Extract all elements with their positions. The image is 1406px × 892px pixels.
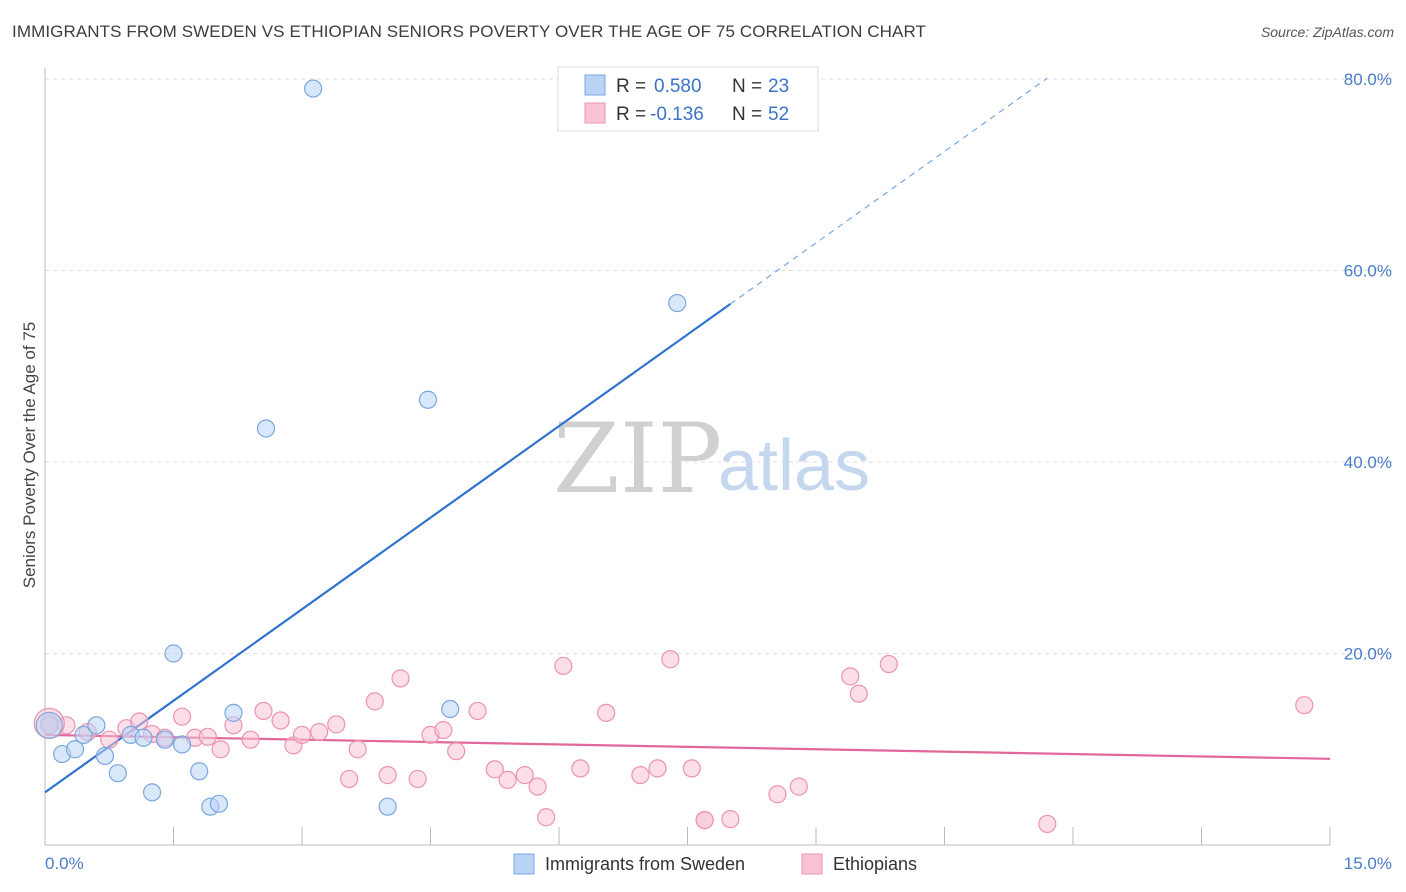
- ethiopians-point-34: [537, 808, 556, 827]
- ethiopians-point-22: [365, 692, 384, 711]
- ethiopians-point-36: [571, 759, 590, 778]
- sweden-point-10: [155, 730, 175, 749]
- ethiopians-point-49: [879, 654, 898, 674]
- ethiopians-point-21: [348, 740, 367, 759]
- sweden-point-15: [209, 794, 229, 813]
- ethiopians-point-15: [271, 711, 290, 730]
- ethiopians-point-18: [310, 722, 329, 742]
- ethiopians-point-33: [528, 777, 547, 796]
- series-legend-sweden: Immigrants from Sweden: [545, 854, 745, 874]
- y-tick-label: 80.0%: [1344, 70, 1392, 89]
- ethiopians-point-35: [554, 656, 573, 676]
- sweden-trend-line: [44, 303, 731, 794]
- ethiopians-point-27: [434, 720, 453, 740]
- ethiopians-point-50: [1038, 814, 1057, 834]
- ethiopians-point-3: [100, 730, 119, 749]
- legend-r-value-1: 0.580: [654, 76, 702, 97]
- sweden-point-20: [418, 390, 438, 409]
- ethiopians-point-13: [241, 730, 260, 749]
- ethiopians-point-11: [211, 740, 230, 759]
- ethiopians-trend-line: [44, 733, 1331, 760]
- data-points: [33, 79, 1314, 834]
- legend-r-label-1: R =: [616, 76, 646, 97]
- y-tick-labels: 20.0% 40.0% 60.0% 80.0%: [1344, 70, 1392, 664]
- legend-n-value-1: 23: [768, 76, 789, 97]
- ethiopians-point-45: [768, 785, 787, 804]
- ethiopians-point-47: [841, 667, 860, 686]
- ethiopians-point-23: [378, 766, 397, 785]
- series-legend: Immigrants from Sweden Ethiopians: [513, 853, 917, 875]
- ethiopians-point-37: [597, 703, 616, 722]
- ethiopians-point-39: [648, 759, 667, 778]
- ethiopians-point-29: [468, 701, 487, 721]
- sweden-point-12: [172, 735, 192, 754]
- legend-swatch-ethiopians: [584, 102, 606, 124]
- sweden-point-4: [87, 716, 106, 735]
- legend-n-label-1: N =: [732, 76, 762, 97]
- sweden-point-17: [256, 419, 276, 438]
- legend-swatch-sweden: [584, 74, 606, 96]
- ethiopians-point-24: [391, 669, 410, 688]
- ethiopians-point-51: [1295, 696, 1314, 715]
- ethiopians-point-30: [485, 760, 504, 779]
- sweden-point-19: [378, 797, 397, 816]
- y-tick-label: 20.0%: [1344, 645, 1392, 664]
- ethiopians-point-44: [721, 810, 740, 829]
- source-credit: Source: ZipAtlas.com: [1260, 24, 1394, 40]
- series-legend-ethiopians: Ethiopians: [833, 854, 917, 874]
- y-tick-label: 60.0%: [1344, 262, 1392, 281]
- x-tick-labels: 0.0% 15.0%: [45, 854, 1392, 873]
- ethiopians-point-8: [172, 707, 192, 726]
- ethiopians-point-40: [661, 650, 680, 669]
- sweden-point-6: [108, 764, 127, 783]
- series-legend-swatch-sweden: [513, 853, 535, 875]
- x-tick-label-max: 15.0%: [1344, 854, 1392, 873]
- chart-title: IMMIGRANTS FROM SWEDEN VS ETHIOPIAN SENI…: [12, 22, 927, 41]
- y-axis-label: Seniors Poverty Over the Age of 75: [20, 322, 39, 588]
- sweden-point-3: [74, 725, 93, 744]
- y-tick-label: 40.0%: [1344, 453, 1392, 472]
- ethiopians-point-46: [789, 777, 808, 796]
- sweden-point-18: [304, 79, 323, 98]
- legend-r-label-2: R =: [616, 104, 646, 125]
- ethiopians-point-19: [327, 715, 346, 734]
- ethiopians-point-32: [515, 766, 534, 785]
- watermark-atlas: atlas: [718, 426, 870, 506]
- ethiopians-point-41: [682, 759, 701, 778]
- ethiopians-point-10: [198, 727, 217, 746]
- ethiopians-point-31: [498, 770, 517, 789]
- legend-n-label-2: N =: [732, 104, 762, 125]
- sweden-point-16: [224, 703, 243, 722]
- legend-n-value-2: 52: [768, 104, 789, 125]
- ethiopians-point-17: [292, 725, 312, 744]
- x-tick-label-min: 0.0%: [45, 854, 84, 873]
- ethiopians-point-28: [447, 742, 466, 761]
- correlation-legend: R = 0.580 N = 23 R = -0.136 N = 52: [557, 66, 819, 132]
- ethiopians-point-25: [408, 769, 427, 789]
- sweden-point-large: [35, 711, 63, 739]
- sweden-point-2: [65, 740, 85, 759]
- ethiopians-point-14: [254, 701, 273, 721]
- sweden-point-9: [142, 783, 162, 802]
- sweden-point-22: [668, 293, 687, 313]
- legend-r-value-2: -0.136: [650, 104, 704, 125]
- ethiopians-point-38: [631, 766, 650, 785]
- sweden-point-8: [134, 728, 153, 747]
- series-legend-swatch-ethiopians: [801, 853, 823, 875]
- ethiopians-point-20: [340, 769, 359, 789]
- ethiopians-point-43: [695, 811, 714, 830]
- sweden-point-5: [95, 746, 115, 766]
- sweden-point-13: [190, 762, 209, 781]
- ethiopians-point-48: [849, 684, 868, 703]
- sweden-trend-extension: [729, 77, 1048, 305]
- watermark-zip: ZIP: [553, 403, 722, 515]
- grid-lines: [45, 78, 1392, 654]
- sweden-point-11: [164, 644, 183, 663]
- sweden-point-21: [441, 699, 460, 719]
- watermark: ZIP atlas: [553, 403, 870, 515]
